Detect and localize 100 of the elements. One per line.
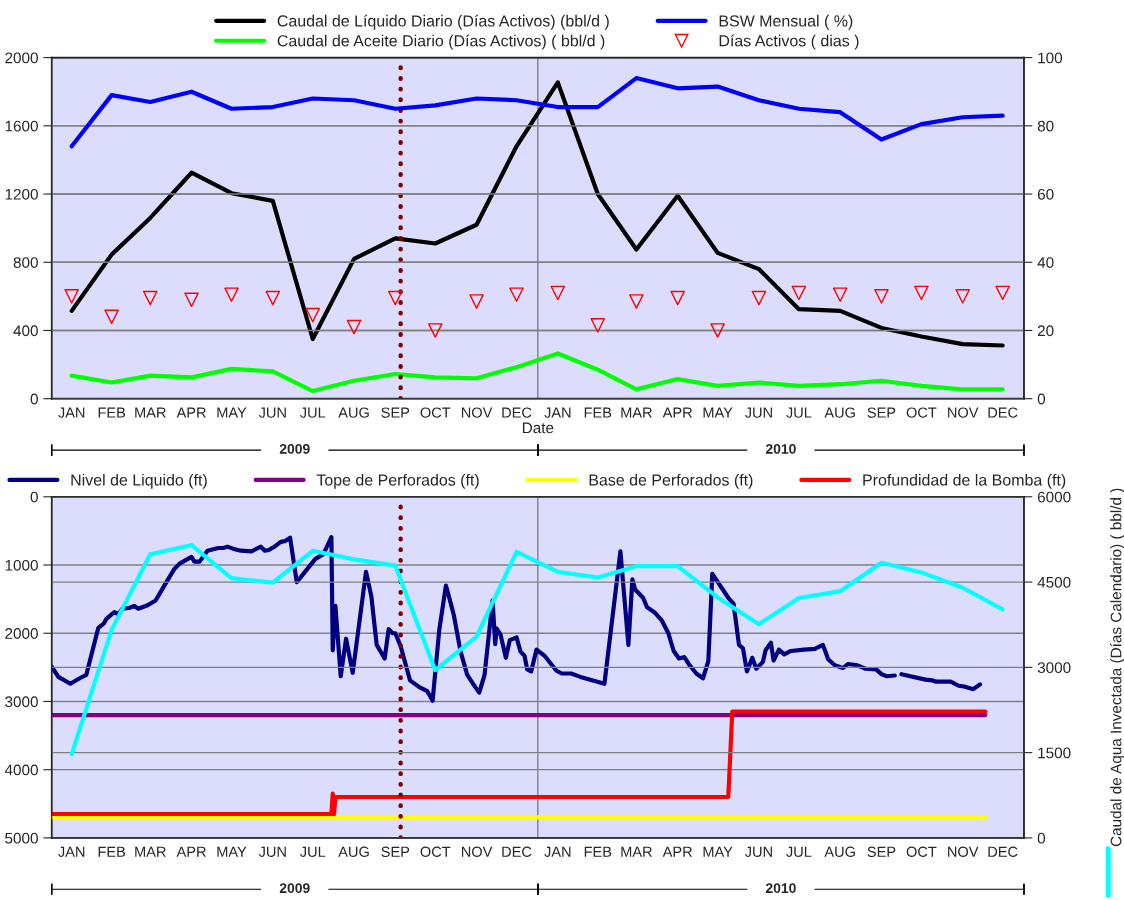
y2-tick-label: 20: [1037, 325, 1054, 337]
point: [590, 318, 606, 333]
x-tick-label: APR: [662, 846, 692, 857]
point: [751, 290, 767, 306]
point: [224, 287, 239, 302]
point: [346, 319, 362, 335]
x-tick-label: SEP: [867, 846, 896, 857]
x-tick-label: NOV: [461, 407, 493, 418]
x-tick-label: MAY: [703, 846, 733, 857]
x-tick-label: JUN: [744, 407, 772, 418]
point: [629, 294, 644, 309]
text: 2009: [279, 883, 310, 894]
y-tick-label: 800: [13, 257, 38, 268]
point: [955, 289, 970, 304]
y2-tick-label: 100: [1038, 52, 1063, 64]
x-tick-label: JAN: [544, 846, 571, 857]
point: [791, 285, 807, 301]
legend-label: Nivel de Liquido (ft): [71, 473, 207, 489]
x-tick-label: AUG: [338, 407, 369, 418]
legend-label: Días Activos ( dias ): [719, 34, 859, 50]
x-tick-label: AUG: [824, 407, 855, 418]
y2-tick-label: 4500: [1037, 576, 1071, 588]
x-tick-label: JUL: [300, 846, 326, 857]
x-tick-label: APR: [662, 407, 692, 418]
point: [670, 290, 685, 306]
legend-label: Caudal de Aceite Diario (Días Activos) ( bbl/d ): [277, 34, 605, 50]
x-tick-label: MAY: [217, 407, 247, 418]
x-tick-label: SEP: [867, 407, 896, 418]
point: [469, 294, 484, 309]
x-tick-label: OCT: [420, 407, 451, 418]
x-tick-label: SEP: [381, 846, 410, 857]
x-tick-label: NOV: [461, 846, 493, 857]
y2-tick-label: 40: [1037, 257, 1054, 268]
x-tick-label: JUL: [786, 846, 812, 857]
point: [509, 287, 524, 302]
y-tick-label: 1600: [5, 120, 38, 132]
x-tick-label: OCT: [906, 846, 937, 857]
x-tick-label: DEC: [502, 846, 532, 857]
line-series: [51, 709, 988, 817]
x-tick-label: JAN: [58, 407, 85, 418]
y-tick-label: 0: [30, 491, 38, 503]
point: [874, 289, 889, 304]
y2-tick-label: 1500: [1038, 747, 1071, 759]
y-tick-label: 1200: [5, 188, 38, 200]
point: [142, 290, 158, 306]
text: 2009: [279, 443, 310, 454]
x-tick-label: MAY: [703, 407, 733, 418]
x-tick-label: AUG: [824, 846, 855, 857]
line-series: [69, 75, 1005, 149]
x-tick-label: JUN: [258, 846, 286, 857]
x-tick-label: FEB: [584, 846, 612, 857]
y2-tick-label: 6000: [1037, 491, 1071, 503]
y-tick-label: 2000: [5, 628, 38, 639]
point: [550, 285, 566, 301]
y2-axis-title: Caudal de Aqua Invectada (Días Calendario) ( bbl/d ): [1110, 488, 1124, 847]
x-tick-label: OCT: [420, 846, 451, 857]
point: [64, 289, 79, 304]
x-tick-label: MAR: [135, 846, 166, 857]
x-tick-label: MAR: [135, 407, 166, 418]
x-axis-title: Date: [522, 422, 554, 434]
x-tick-label: MAR: [621, 407, 652, 418]
x-tick-label: DEC: [502, 407, 532, 418]
legend-label: Base de Perforados (ft): [589, 473, 753, 489]
point: [184, 292, 199, 308]
y2-tick-label: 0: [1037, 393, 1046, 405]
y-tick-label: 1000: [5, 559, 38, 571]
legend-label: Tope de Perforados (ft): [316, 473, 479, 489]
y2-tick-label: 3000: [1037, 662, 1071, 674]
point: [104, 309, 119, 325]
x-tick-label: OCT: [906, 407, 937, 418]
text: 2010: [765, 883, 796, 894]
legend-label: Caudal de Líquido Diario (Días Activos) (bbl/d ): [277, 14, 609, 30]
x-tick-label: JUL: [300, 407, 326, 418]
x-tick-label: DEC: [988, 407, 1018, 418]
line-series: [69, 80, 1005, 348]
x-tick-label: FEB: [98, 407, 126, 418]
y-tick-label: 3000: [5, 696, 38, 708]
point: [832, 287, 848, 302]
point: [995, 285, 1010, 301]
x-tick-label: JAN: [544, 407, 571, 418]
x-tick-label: DEC: [988, 846, 1018, 857]
legend-label: BSW Mensual ( %): [719, 14, 853, 30]
point: [305, 307, 321, 323]
y-tick-label: 400: [13, 325, 38, 337]
y2-tick-label: 80: [1037, 120, 1054, 132]
point: [914, 285, 929, 301]
text: 2010: [765, 443, 796, 454]
y2-tick-label: 60: [1037, 188, 1054, 200]
x-tick-label: FEB: [584, 407, 612, 418]
x-tick-label: JUN: [258, 407, 286, 418]
y2-tick-label: 0: [1037, 832, 1046, 844]
x-tick-label: APR: [176, 846, 206, 857]
x-tick-label: NOV: [948, 846, 979, 857]
y-tick-label: 5000: [5, 832, 38, 844]
x-tick-label: FEB: [98, 846, 126, 857]
x-tick-label: NOV: [948, 407, 979, 418]
point: [710, 323, 725, 338]
line-series: [69, 351, 1005, 394]
x-tick-label: APR: [176, 407, 206, 418]
x-tick-label: SEP: [381, 407, 410, 418]
